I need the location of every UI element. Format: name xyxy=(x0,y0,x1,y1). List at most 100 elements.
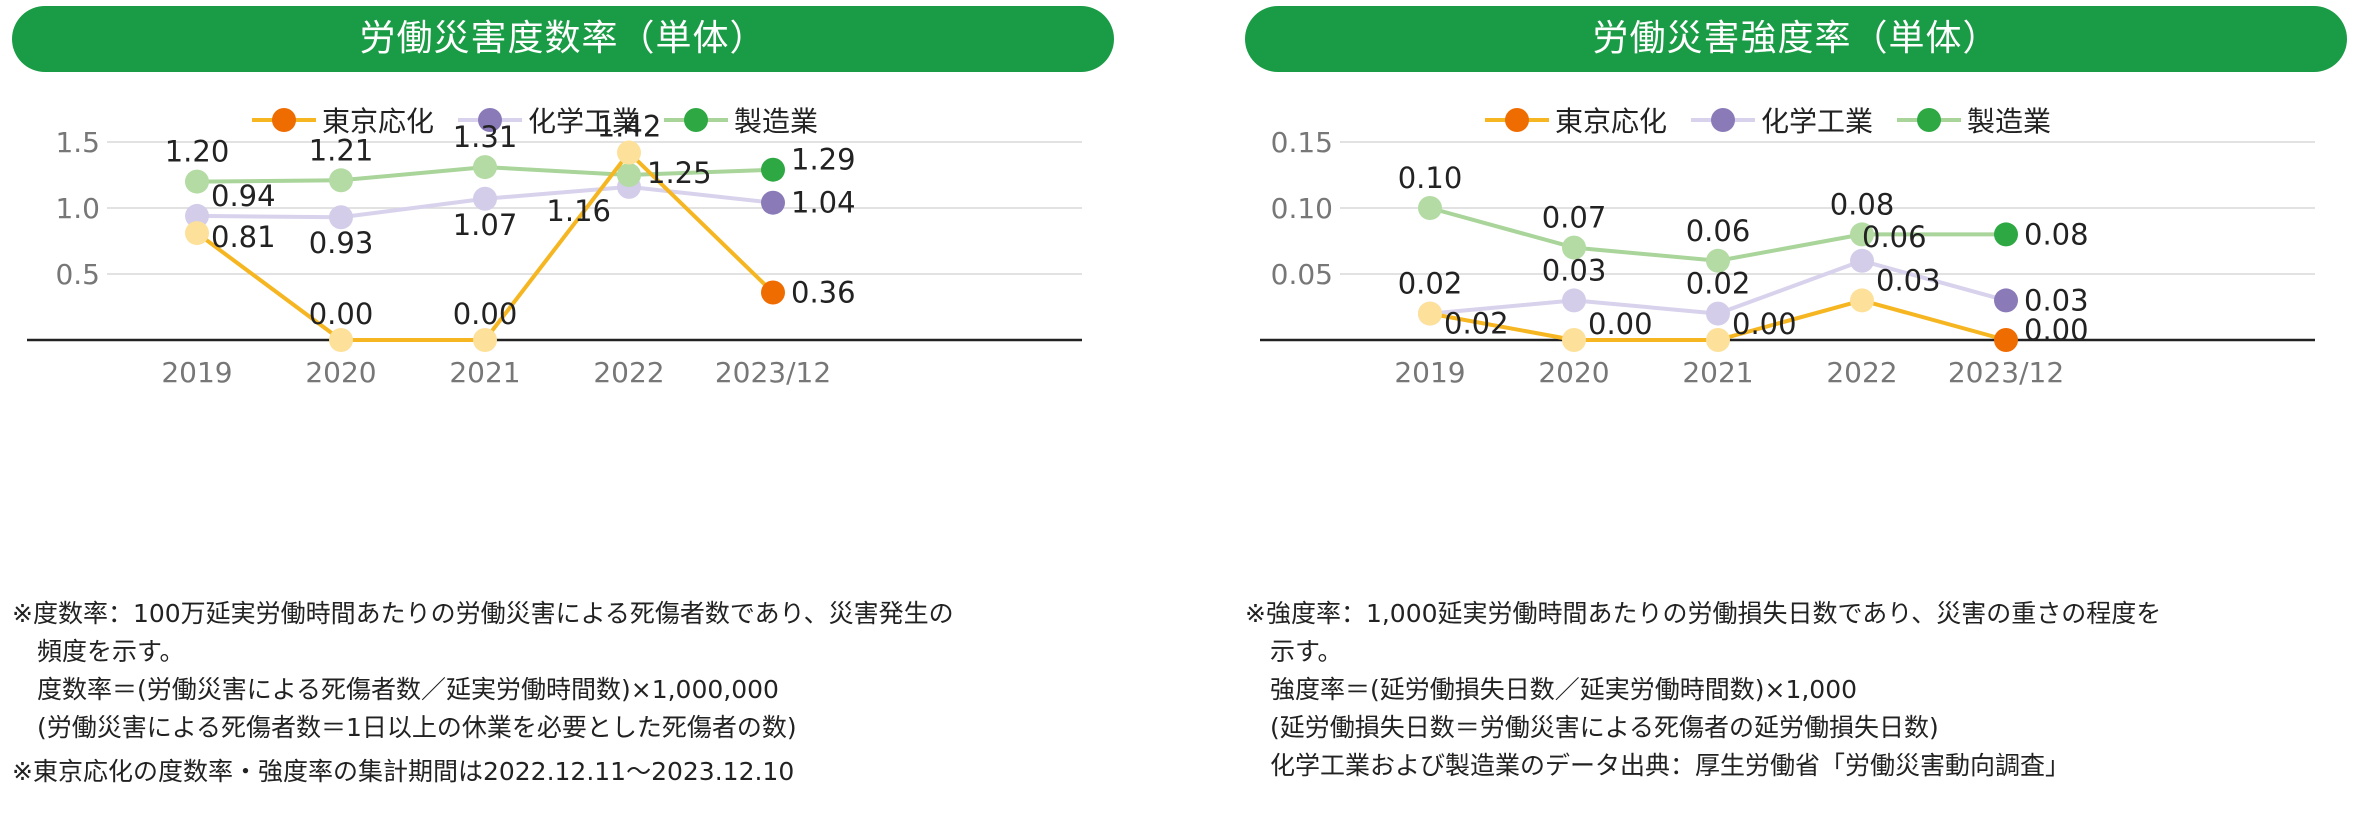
frequency-rate-panel: 労働災害度数率（単体） 東京応化 化学工業 製造業 0.5 1.0 1.5 2019 2… xyxy=(12,0,1122,820)
legend-marker-icon xyxy=(1691,108,1756,132)
legend-label: 化学工業 xyxy=(528,105,641,138)
note-line: (労働災害による死傷者数＝1日以上の休業を必要とした死傷者の数) xyxy=(12,713,797,742)
series-tok xyxy=(1418,288,2018,352)
legend-marker-icon xyxy=(1485,108,1549,132)
data-point xyxy=(1850,248,1874,273)
x-tick-label: 2023/12 xyxy=(1948,356,2064,389)
y-tick-label: 1.5 xyxy=(55,126,100,159)
legend-item-tok: 東京応化 xyxy=(1485,100,1667,140)
series-manufacturing xyxy=(185,155,785,194)
severity-rate-panel: 労働災害強度率（単体） 東京応化 化学工業 製造業 0.05 0.10 0.15 20… xyxy=(1245,0,2355,820)
data-label: 0.02 xyxy=(1444,307,1509,341)
legend-marker-icon xyxy=(252,108,316,132)
legend-marker-icon xyxy=(458,108,523,132)
data-label: 0.00 xyxy=(1732,307,1797,341)
data-point xyxy=(1562,328,1586,352)
series-manufacturing xyxy=(1418,196,2018,273)
legend-marker-icon xyxy=(1897,108,1962,132)
y-tick-label: 1.0 xyxy=(55,192,100,225)
x-tick-label: 2020 xyxy=(1538,356,1609,389)
data-label: 1.04 xyxy=(791,186,856,220)
data-label: 0.81 xyxy=(211,220,276,254)
chart-legend: 東京応化 化学工業 製造業 xyxy=(1485,97,2075,143)
data-label: 0.08 xyxy=(1830,187,1895,221)
data-point xyxy=(761,190,785,215)
data-label: 0.00 xyxy=(453,297,518,331)
data-label: 0.03 xyxy=(1542,253,1607,287)
x-tick-label: 2019 xyxy=(161,356,232,389)
note-line: ※強度率：1,000延実労働時間あたりの労働損失日数であり、災害の重さの程度を xyxy=(1245,599,2162,628)
data-point xyxy=(1706,328,1730,352)
note-line: 度数率＝(労働災害による死傷者数／延実労働時間数)×1,000,000 xyxy=(12,675,779,704)
chart-title: 労働災害強度率（単体） xyxy=(1245,6,2347,72)
data-point xyxy=(761,157,785,182)
data-point xyxy=(1562,288,1586,313)
y-tick-label: 0.15 xyxy=(1271,126,1333,159)
x-tick-label: 2022 xyxy=(1826,356,1897,389)
chart-title: 労働災害度数率（単体） xyxy=(12,6,1114,72)
y-tick-label: 0.5 xyxy=(55,258,100,291)
data-point xyxy=(473,186,497,211)
legend-label: 化学工業 xyxy=(1761,105,1874,138)
data-point xyxy=(617,163,641,187)
legend-label: 東京応化 xyxy=(1555,105,1668,138)
note-line: 化学工業および製造業のデータ出典：厚生労働省「労働災害動向調査」 xyxy=(1245,751,2071,780)
data-label: 0.36 xyxy=(791,275,856,309)
legend-item-manufacturing: 製造業 xyxy=(664,100,818,140)
y-tick-label: 0.10 xyxy=(1271,192,1333,225)
data-label: 0.00 xyxy=(309,297,374,331)
data-label: 1.16 xyxy=(546,194,611,228)
data-label: 0.02 xyxy=(1398,267,1463,301)
data-label: 1.25 xyxy=(647,156,712,190)
legend-item-chemical: 化学工業 xyxy=(458,100,640,140)
note-line: ※東京応化の度数率・強度率の集計期間は2022.12.11～2023.12.10 xyxy=(12,757,795,786)
data-point xyxy=(1850,222,1874,247)
severity-rate-chart: 0.05 0.10 0.15 2019 2020 2021 2022 2023/12 0.02 0… xyxy=(1260,126,2315,389)
y-tick-label: 0.05 xyxy=(1271,258,1333,291)
note-line: ※度数率：100万延実労働時間あたりの労働災害による死傷者数であり、災害発生の xyxy=(12,599,954,628)
x-tick-label: 2023/12 xyxy=(715,356,831,389)
legend-label: 製造業 xyxy=(1967,105,2052,138)
data-point xyxy=(473,155,497,180)
x-tick-label: 2022 xyxy=(593,356,664,389)
data-label: 0.94 xyxy=(211,179,276,213)
data-label: 0.06 xyxy=(1686,214,1751,248)
data-label: 0.03 xyxy=(2024,283,2089,317)
legend-item-tok: 東京応化 xyxy=(252,100,434,140)
data-label: 0.06 xyxy=(1862,220,1927,254)
data-label: 0.07 xyxy=(1542,201,1607,235)
data-point xyxy=(329,328,353,352)
data-point xyxy=(185,221,209,246)
data-label: 0.00 xyxy=(2024,313,2089,347)
legend-item-chemical: 化学工業 xyxy=(1691,100,1873,140)
legend-marker-icon xyxy=(664,108,729,132)
data-point xyxy=(1418,196,1442,220)
data-label: 1.31 xyxy=(453,120,518,154)
chart-legend: 東京応化 化学工業 製造業 xyxy=(252,97,842,143)
data-point xyxy=(1850,288,1874,313)
data-point xyxy=(1994,328,2018,352)
data-point xyxy=(329,205,353,230)
data-point xyxy=(1706,301,1730,326)
legend-label: 製造業 xyxy=(734,105,819,138)
frequency-rate-chart: 0.5 1.0 1.5 2019 2020 2021 2022 2023/12 0.94 0.93… xyxy=(27,110,1082,389)
note-line: 示す。 xyxy=(1245,637,1343,666)
series-tok xyxy=(185,140,785,352)
data-point xyxy=(1562,235,1586,260)
x-tick-label: 2020 xyxy=(305,356,376,389)
note-line: (延労働損失日数＝労働災害による死傷者の延労働損失日数) xyxy=(1245,713,1939,742)
data-label: 1.29 xyxy=(791,143,856,177)
data-point xyxy=(185,203,209,228)
legend-item-manufacturing: 製造業 xyxy=(1897,100,2051,140)
data-label: 1.20 xyxy=(165,135,230,169)
chart-notes: ※強度率：1,000延実労働時間あたりの労働損失日数であり、災害の重さの程度を … xyxy=(1245,595,2161,785)
x-tick-label: 2021 xyxy=(1682,356,1753,389)
data-point xyxy=(185,169,209,194)
data-point xyxy=(329,168,353,193)
data-point xyxy=(617,140,641,165)
chart-notes: ※度数率：100万延実労働時間あたりの労働災害による死傷者数であり、災害発生の … xyxy=(12,595,954,791)
data-label: 0.00 xyxy=(1588,307,1653,341)
data-label: 0.03 xyxy=(1876,263,1941,297)
data-point xyxy=(1706,248,1730,273)
note-line: 強度率＝(延労働損失日数／延実労働時間数)×1,000 xyxy=(1245,675,1858,704)
